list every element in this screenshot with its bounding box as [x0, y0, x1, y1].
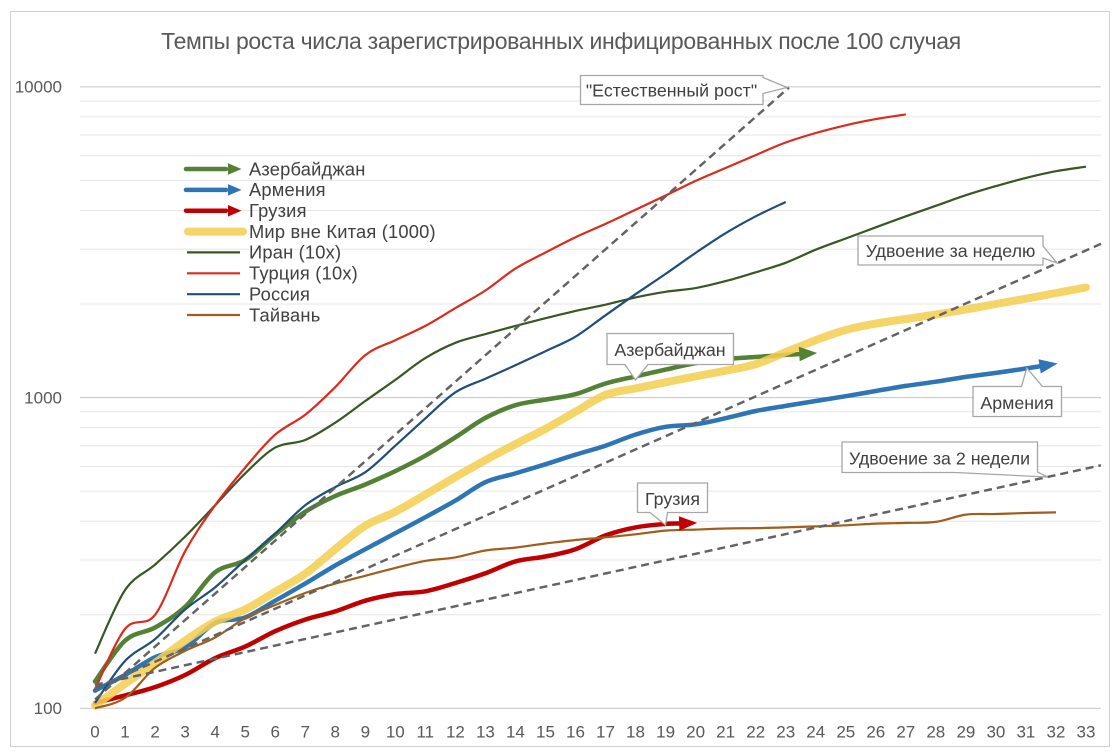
- svg-text:21: 21: [716, 723, 735, 742]
- svg-text:Мир вне Китая (1000): Мир вне Китая (1000): [249, 221, 436, 242]
- svg-text:26: 26: [866, 723, 885, 742]
- svg-text:100: 100: [34, 699, 62, 718]
- svg-text:16: 16: [566, 723, 585, 742]
- svg-text:10000: 10000: [15, 78, 62, 97]
- svg-text:7: 7: [300, 723, 309, 742]
- svg-text:24: 24: [806, 723, 825, 742]
- svg-text:12: 12: [446, 723, 465, 742]
- svg-text:28: 28: [926, 723, 945, 742]
- svg-text:Удвоение за неделю: Удвоение за неделю: [866, 241, 1036, 261]
- svg-text:30: 30: [986, 723, 1005, 742]
- svg-text:Тайвань: Тайвань: [249, 304, 320, 325]
- svg-text:Иран (10x): Иран (10x): [249, 242, 341, 263]
- svg-text:19: 19: [656, 723, 675, 742]
- svg-text:Армения: Армения: [980, 393, 1053, 413]
- svg-text:10: 10: [386, 723, 405, 742]
- svg-text:13: 13: [476, 723, 495, 742]
- svg-text:1000: 1000: [24, 388, 62, 407]
- svg-text:15: 15: [536, 723, 555, 742]
- svg-text:6: 6: [270, 723, 279, 742]
- svg-text:20: 20: [686, 723, 705, 742]
- svg-text:22: 22: [746, 723, 765, 742]
- svg-text:Армения: Армения: [249, 179, 326, 200]
- svg-text:Удвоение за 2 недели: Удвоение за 2 недели: [849, 449, 1030, 469]
- svg-text:29: 29: [956, 723, 975, 742]
- svg-text:14: 14: [506, 723, 525, 742]
- svg-text:23: 23: [776, 723, 795, 742]
- svg-text:27: 27: [896, 723, 915, 742]
- svg-text:17: 17: [596, 723, 615, 742]
- svg-text:32: 32: [1047, 723, 1066, 742]
- svg-text:1: 1: [120, 723, 129, 742]
- svg-text:11: 11: [416, 723, 434, 742]
- svg-text:25: 25: [836, 723, 855, 742]
- svg-text:4: 4: [210, 723, 219, 742]
- svg-text:Темпы роста числа зарегистриро: Темпы роста числа зарегистрированных инф…: [161, 28, 961, 54]
- svg-text:9: 9: [361, 723, 370, 742]
- svg-text:18: 18: [626, 723, 645, 742]
- svg-text:Азербайджан: Азербайджан: [614, 340, 725, 360]
- svg-text:Азербайджан: Азербайджан: [249, 158, 366, 179]
- svg-text:33: 33: [1077, 723, 1096, 742]
- svg-text:5: 5: [240, 723, 249, 742]
- svg-text:Грузия: Грузия: [645, 489, 700, 509]
- svg-text:Грузия: Грузия: [249, 200, 307, 221]
- svg-text:0: 0: [90, 723, 99, 742]
- svg-text:3: 3: [180, 723, 189, 742]
- svg-text:2: 2: [150, 723, 159, 742]
- svg-text:8: 8: [330, 723, 339, 742]
- svg-text:Турция (10x): Турция (10x): [249, 263, 358, 284]
- svg-text:31: 31: [1016, 723, 1035, 742]
- svg-text:"Естественный рост": "Естественный рост": [586, 81, 757, 101]
- svg-text:Россия: Россия: [249, 284, 310, 305]
